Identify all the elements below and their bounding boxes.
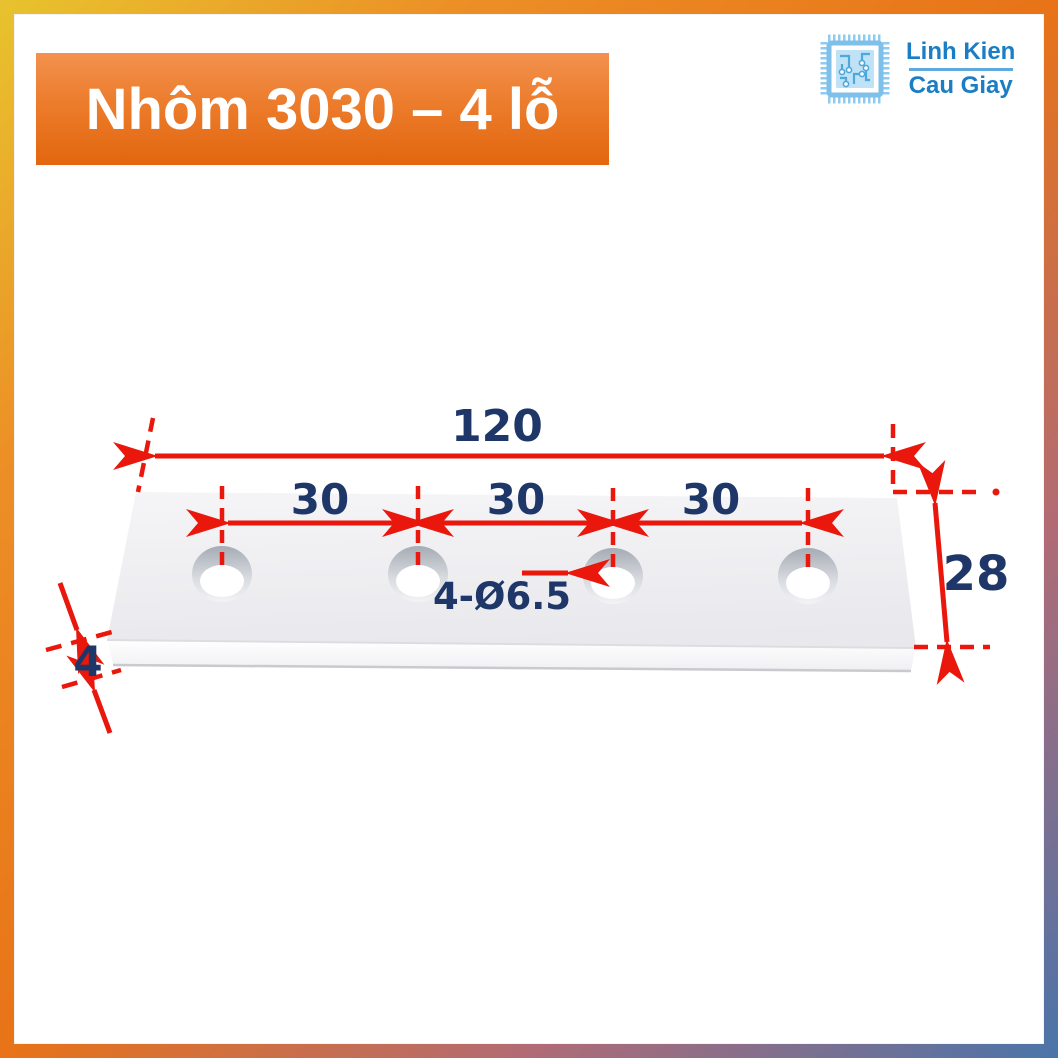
dimension-label-30-2: 30 [487, 475, 545, 524]
brand-line1: Linh Kien [906, 37, 1016, 65]
dimension-label-30-1: 30 [291, 475, 349, 524]
dimension-label-28: 28 [943, 546, 1010, 602]
dimension-hole-spacing: 30 30 30 [186, 475, 844, 538]
hole-2 [388, 546, 448, 602]
dimension-line-28 [917, 459, 965, 686]
thickness-arrow-upper [57, 582, 105, 675]
brand-line2: Cau Giay [908, 72, 1013, 99]
hole-1 [192, 546, 252, 602]
dimension-thickness: 4 [45, 582, 122, 734]
extension-line-left [135, 417, 156, 493]
dimension-hole-diameter: 4-Ø6.5 [433, 559, 610, 618]
brand-divider [908, 68, 1013, 71]
title-banner: Nhôm 3030 – 4 lỗ [36, 53, 609, 165]
dimension-total-length: 120 [113, 401, 926, 493]
dimension-label-4: 4 [73, 637, 102, 686]
plate-front-face [107, 640, 916, 670]
dimension-label-120: 120 [451, 401, 543, 452]
microchip-icon [820, 34, 890, 104]
dimension-plate-width: 28 [917, 459, 1010, 686]
brand-logo: Linh Kien Cau Giay [816, 30, 1015, 108]
hole-note-label: 4-Ø6.5 [433, 575, 571, 618]
thickness-arrow-lower [66, 645, 113, 734]
page-title: Nhôm 3030 – 4 lỗ [85, 76, 560, 142]
hole-4 [778, 548, 838, 604]
brand-name: Linh Kien Cau Giay [906, 37, 1016, 100]
dimension-label-30-3: 30 [682, 475, 740, 524]
